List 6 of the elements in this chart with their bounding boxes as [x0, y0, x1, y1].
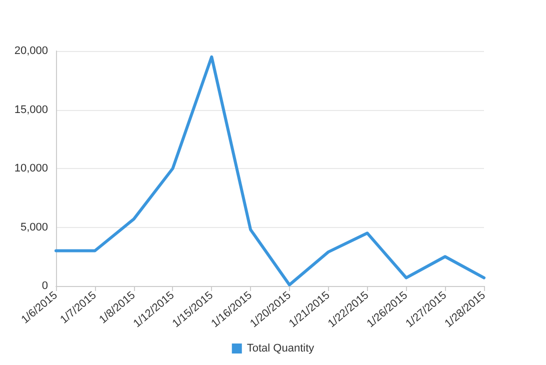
legend-label: Total Quantity [246, 342, 315, 354]
y-tick-label: 20,000 [14, 45, 48, 57]
y-tick-label: 5,000 [20, 221, 48, 234]
y-tick-label: 15,000 [14, 104, 48, 116]
y-tick-label: 10,000 [14, 162, 48, 174]
y-tick-label: 0 [42, 280, 48, 292]
